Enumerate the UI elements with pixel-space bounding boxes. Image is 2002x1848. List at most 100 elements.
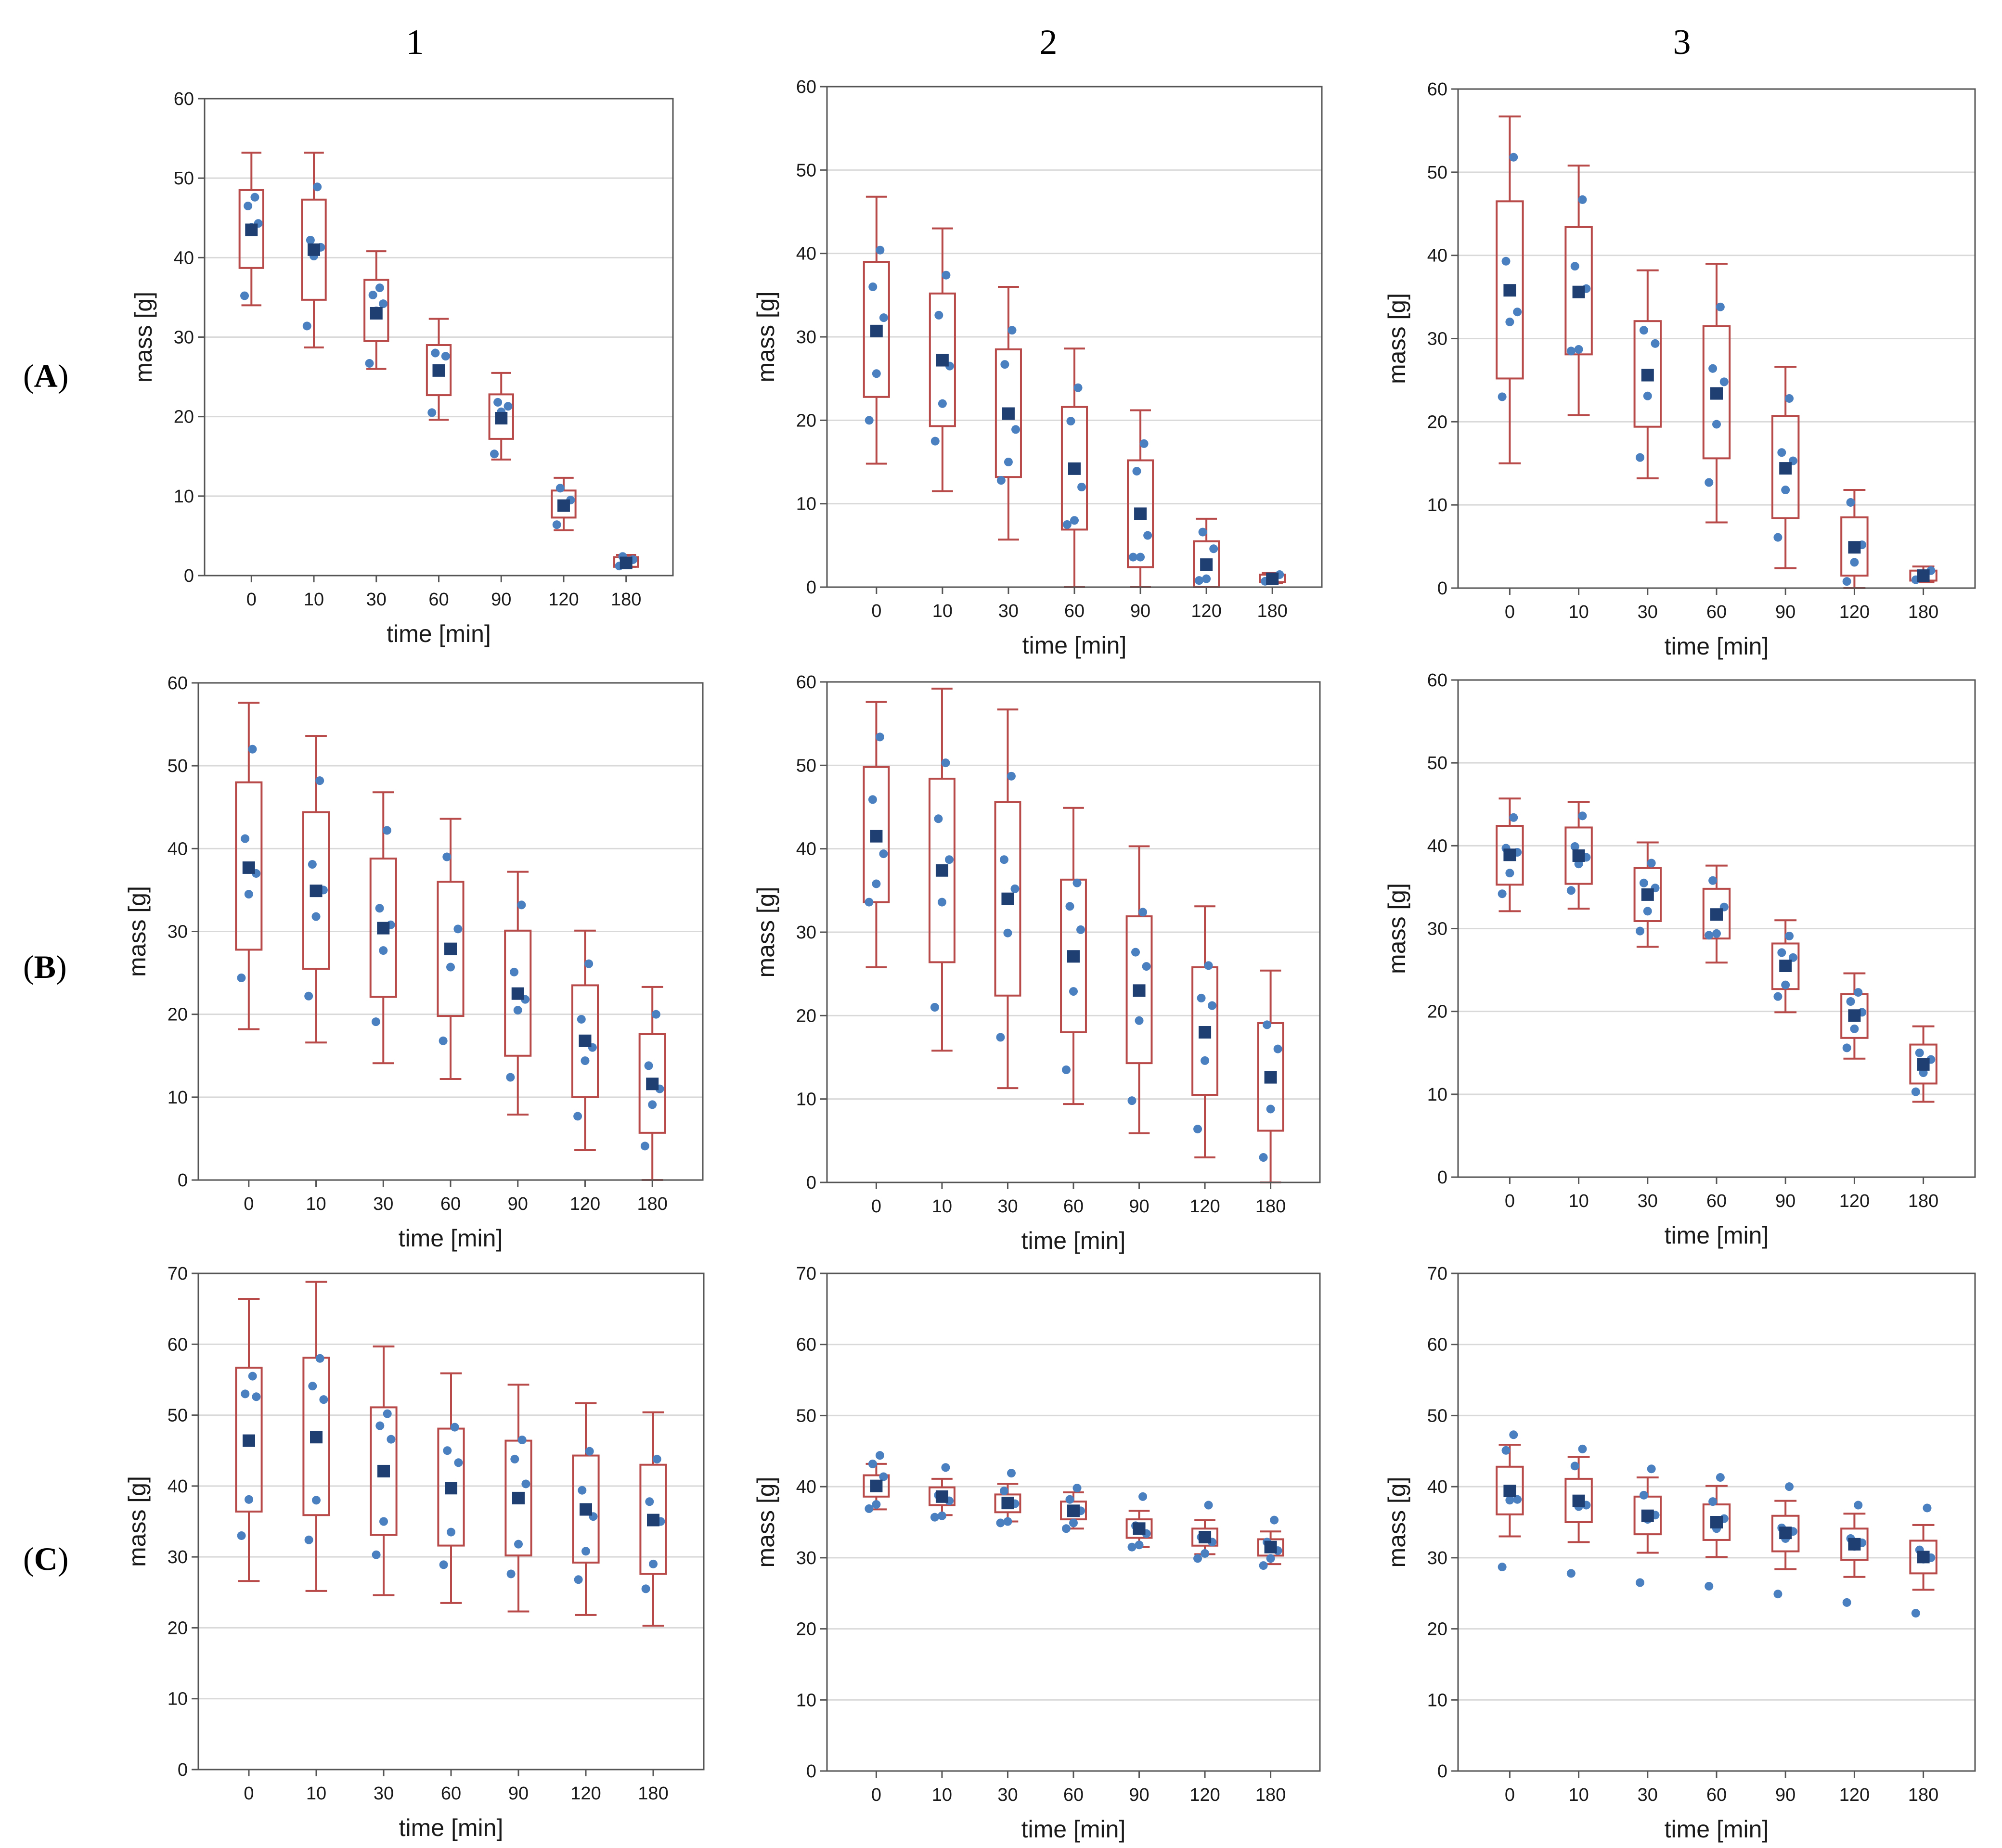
y-axis-title: mass [g] bbox=[752, 887, 779, 978]
y-tick-label: 40 bbox=[796, 839, 816, 860]
box bbox=[1125, 1518, 1153, 1539]
box-group bbox=[238, 152, 264, 307]
mean-marker bbox=[1200, 558, 1213, 571]
x-tick-label: 60 bbox=[1706, 1785, 1727, 1805]
x-tick-label: 60 bbox=[1063, 1196, 1084, 1217]
data-point bbox=[876, 245, 885, 255]
x-tick-label: 10 bbox=[932, 1196, 952, 1217]
box bbox=[639, 1463, 667, 1575]
box bbox=[1125, 915, 1153, 1065]
y-tick-label: 20 bbox=[1427, 412, 1447, 432]
x-axis-title: time [min] bbox=[399, 1814, 504, 1841]
x-tick-label: 180 bbox=[637, 1194, 667, 1214]
x-tick-label: 180 bbox=[1255, 1196, 1286, 1217]
y-tick-label: 40 bbox=[1427, 836, 1447, 856]
y-tick-label: 0 bbox=[806, 1761, 816, 1782]
y-tick-label: 30 bbox=[796, 923, 816, 943]
mean-marker bbox=[1503, 1485, 1516, 1498]
mean-marker bbox=[1199, 1531, 1212, 1544]
mean-marker bbox=[310, 885, 323, 898]
y-tick-label: 40 bbox=[1427, 1477, 1447, 1497]
y-tick-label: 20 bbox=[1427, 1619, 1447, 1640]
x-tick-label: 60 bbox=[441, 1784, 461, 1804]
data-point bbox=[1061, 1065, 1071, 1074]
data-point bbox=[1719, 377, 1729, 386]
data-point bbox=[648, 1100, 657, 1109]
mean-marker bbox=[1641, 888, 1654, 901]
data-point bbox=[248, 744, 257, 754]
box-group bbox=[1259, 570, 1286, 586]
x-tick-label: 0 bbox=[871, 1196, 881, 1217]
box bbox=[1564, 1477, 1593, 1523]
data-point bbox=[1127, 1542, 1137, 1552]
x-tick-label: 10 bbox=[304, 590, 324, 610]
y-tick-label: 10 bbox=[168, 1088, 188, 1108]
data-point bbox=[237, 973, 246, 982]
data-point bbox=[1139, 439, 1149, 448]
data-point bbox=[581, 1547, 590, 1556]
data-point bbox=[1651, 339, 1660, 348]
y-tick-label: 30 bbox=[168, 1547, 188, 1567]
mean-marker bbox=[1134, 507, 1147, 520]
box-group bbox=[1060, 347, 1088, 588]
x-tick-label: 180 bbox=[1908, 1785, 1938, 1805]
box-group bbox=[437, 1372, 465, 1604]
data-point bbox=[1204, 1501, 1213, 1510]
mean-marker bbox=[936, 354, 949, 367]
data-point bbox=[443, 1446, 452, 1455]
data-point bbox=[1785, 1482, 1794, 1491]
box-group bbox=[571, 929, 599, 1152]
box bbox=[1633, 867, 1662, 923]
mean-marker bbox=[870, 830, 883, 843]
chart-A1: 0 10 20 30 40 50 60 0 10 30 60 90 120 180 time [min] ma… bbox=[130, 89, 674, 647]
y-tick-label: 60 bbox=[1427, 79, 1447, 100]
box bbox=[994, 1493, 1021, 1514]
x-tick-label: 60 bbox=[440, 1194, 461, 1214]
data-point bbox=[427, 408, 437, 417]
mean-marker bbox=[308, 243, 321, 256]
data-point bbox=[315, 776, 324, 785]
box-group bbox=[1496, 1430, 1524, 1572]
box bbox=[995, 348, 1022, 478]
x-axis-title: time [min] bbox=[1665, 1816, 1769, 1843]
box bbox=[1060, 406, 1088, 531]
data-point bbox=[1911, 1609, 1920, 1618]
mean-marker bbox=[1067, 950, 1080, 963]
data-point bbox=[1842, 1598, 1851, 1607]
mean-marker bbox=[1710, 908, 1723, 921]
box bbox=[1840, 1527, 1869, 1561]
data-point bbox=[934, 814, 943, 823]
data-point bbox=[944, 855, 954, 864]
mean-marker bbox=[1133, 984, 1146, 997]
mean-marker bbox=[511, 987, 524, 1000]
x-tick-label: 0 bbox=[1505, 1191, 1515, 1211]
data-point bbox=[1003, 1517, 1012, 1526]
x-tick-label: 10 bbox=[1568, 1785, 1589, 1805]
box-group bbox=[1191, 1501, 1219, 1563]
x-tick-label: 60 bbox=[1064, 601, 1085, 621]
chart-C2: 0 10 20 30 40 50 60 70 0 10 30 60 90 120 180 time [min]… bbox=[752, 1264, 1321, 1843]
data-point bbox=[1708, 1497, 1718, 1506]
x-tick-label: 30 bbox=[1638, 1785, 1658, 1805]
mean-marker bbox=[1917, 1058, 1930, 1071]
data-point bbox=[371, 1017, 380, 1027]
box-group bbox=[639, 1411, 667, 1627]
column-label-1: 1 bbox=[406, 23, 424, 62]
data-point bbox=[1781, 980, 1790, 989]
x-tick-label: 30 bbox=[1638, 1191, 1658, 1211]
data-point bbox=[1142, 962, 1151, 971]
box-group bbox=[551, 476, 577, 531]
data-point bbox=[1073, 383, 1083, 392]
mean-marker bbox=[495, 411, 508, 424]
data-point bbox=[1509, 153, 1518, 162]
y-tick-label: 30 bbox=[1427, 329, 1447, 349]
box-group bbox=[363, 250, 389, 370]
box bbox=[572, 1454, 600, 1564]
data-point bbox=[1578, 811, 1587, 821]
mean-marker bbox=[870, 1479, 883, 1492]
box-group bbox=[1060, 1484, 1087, 1533]
data-point bbox=[875, 732, 884, 742]
data-point bbox=[1197, 993, 1206, 1002]
box bbox=[1840, 516, 1869, 577]
data-point bbox=[1266, 1104, 1275, 1114]
